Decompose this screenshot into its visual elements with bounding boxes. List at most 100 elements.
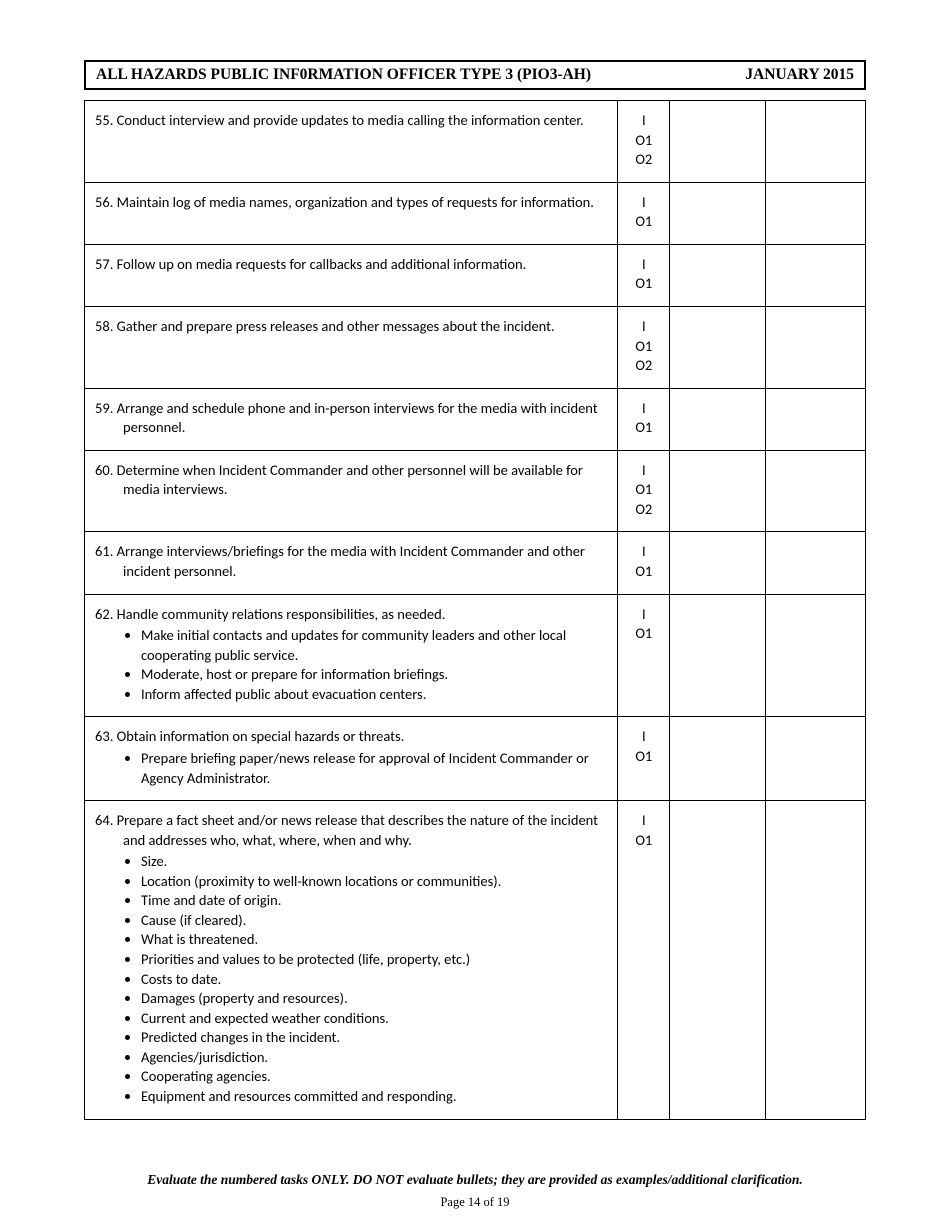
task-cell: 62. Handle community relations responsib…	[85, 594, 618, 717]
code-value: O2	[635, 150, 652, 168]
task-bullet: What is threatened.	[141, 930, 607, 950]
task-text: 60. Determine when Incident Commander an…	[95, 461, 607, 500]
code-cell: IO1O2	[618, 101, 670, 183]
task-bullet: Inform affected public about evacuation …	[141, 685, 607, 705]
code-value: I	[642, 317, 646, 335]
date-cell	[766, 244, 866, 306]
task-text: 57. Follow up on media requests for call…	[95, 255, 607, 275]
table-row: 63. Obtain information on special hazard…	[85, 717, 866, 801]
task-bullet: Priorities and values to be protected (l…	[141, 950, 607, 970]
evaluator-cell	[670, 244, 766, 306]
task-bullets: Make initial contacts and updates for co…	[141, 626, 607, 704]
header-title: ALL HAZARDS PUBLIC INF0RMATION OFFICER T…	[96, 66, 591, 84]
task-bullet: Costs to date.	[141, 970, 607, 990]
task-bullets: Prepare briefing paper/news release for …	[141, 749, 607, 788]
task-text: 59. Arrange and schedule phone and in-pe…	[95, 399, 607, 438]
date-cell	[766, 182, 866, 244]
code-cell: IO1	[618, 388, 670, 450]
task-table: 55. Conduct interview and provide update…	[84, 100, 866, 1120]
code-value: I	[642, 727, 646, 745]
date-cell	[766, 450, 866, 532]
table-row: 56. Maintain log of media names, organiz…	[85, 182, 866, 244]
task-bullet: Current and expected weather conditions.	[141, 1009, 607, 1029]
code-cell: IO1	[618, 182, 670, 244]
task-cell: 63. Obtain information on special hazard…	[85, 717, 618, 801]
code-cell: IO1 O2	[618, 450, 670, 532]
code-value: O1	[635, 747, 652, 765]
task-bullets: Size.Location (proximity to well-known l…	[141, 852, 607, 1106]
task-text: 64. Prepare a fact sheet and/or news rel…	[95, 811, 607, 850]
evaluator-cell	[670, 532, 766, 594]
task-cell: 61. Arrange interviews/briefings for the…	[85, 532, 618, 594]
evaluator-cell	[670, 450, 766, 532]
task-text: 58. Gather and prepare press releases an…	[95, 317, 607, 337]
task-cell: 56. Maintain log of media names, organiz…	[85, 182, 618, 244]
task-cell: 57. Follow up on media requests for call…	[85, 244, 618, 306]
task-cell: 64. Prepare a fact sheet and/or news rel…	[85, 801, 618, 1119]
code-value: O1	[635, 624, 652, 642]
code-value: O1	[635, 562, 652, 580]
code-value: O1	[635, 337, 652, 355]
evaluator-cell	[670, 717, 766, 801]
table-row: 62. Handle community relations responsib…	[85, 594, 866, 717]
task-bullet: Prepare briefing paper/news release for …	[141, 749, 607, 788]
code-value: O1	[635, 480, 652, 498]
date-cell	[766, 306, 866, 388]
footer-note: Evaluate the numbered tasks ONLY. DO NOT…	[0, 1172, 950, 1188]
task-text: 61. Arrange interviews/briefings for the…	[95, 542, 607, 581]
task-bullet: Agencies/jurisdiction.	[141, 1048, 607, 1068]
code-value: O1	[635, 831, 652, 849]
date-cell	[766, 717, 866, 801]
code-value: O1	[635, 418, 652, 436]
evaluator-cell	[670, 101, 766, 183]
code-value: I	[642, 399, 646, 417]
task-bullet: Damages (property and resources).	[141, 989, 607, 1009]
date-cell	[766, 801, 866, 1119]
code-cell: I O1	[618, 801, 670, 1119]
task-bullet: Predicted changes in the incident.	[141, 1028, 607, 1048]
date-cell	[766, 388, 866, 450]
task-text: 63. Obtain information on special hazard…	[95, 727, 607, 747]
header-date: JANUARY 2015	[745, 66, 854, 84]
code-value: O2	[635, 500, 652, 518]
code-value: I	[642, 255, 646, 273]
code-cell: IO1	[618, 594, 670, 717]
task-bullet: Make initial contacts and updates for co…	[141, 626, 607, 665]
date-cell	[766, 532, 866, 594]
code-value: I	[642, 605, 646, 623]
table-row: 55. Conduct interview and provide update…	[85, 101, 866, 183]
evaluator-cell	[670, 801, 766, 1119]
task-bullet: Equipment and resources committed and re…	[141, 1087, 607, 1107]
table-row: 64. Prepare a fact sheet and/or news rel…	[85, 801, 866, 1119]
evaluator-cell	[670, 306, 766, 388]
task-text: 56. Maintain log of media names, organiz…	[95, 193, 607, 213]
evaluator-cell	[670, 594, 766, 717]
task-bullet: Time and date of origin.	[141, 891, 607, 911]
code-cell: IO1	[618, 244, 670, 306]
code-cell: I O1	[618, 532, 670, 594]
table-row: 59. Arrange and schedule phone and in-pe…	[85, 388, 866, 450]
table-row: 57. Follow up on media requests for call…	[85, 244, 866, 306]
table-row: 58. Gather and prepare press releases an…	[85, 306, 866, 388]
code-value: O1	[635, 212, 652, 230]
code-value: I	[642, 811, 646, 829]
task-bullet: Cooperating agencies.	[141, 1067, 607, 1087]
task-bullet: Moderate, host or prepare for informatio…	[141, 665, 607, 685]
task-cell: 60. Determine when Incident Commander an…	[85, 450, 618, 532]
code-value: I	[642, 193, 646, 211]
page-number: Page 14 of 19	[0, 1195, 950, 1210]
code-value: I	[642, 461, 646, 479]
task-bullet: Size.	[141, 852, 607, 872]
code-value: I	[642, 111, 646, 129]
task-bullet: Location (proximity to well-known locati…	[141, 872, 607, 892]
code-value: O1	[635, 274, 652, 292]
header-bar: ALL HAZARDS PUBLIC INF0RMATION OFFICER T…	[84, 60, 866, 90]
task-cell: 58. Gather and prepare press releases an…	[85, 306, 618, 388]
code-value: I	[642, 542, 646, 560]
date-cell	[766, 101, 866, 183]
task-cell: 59. Arrange and schedule phone and in-pe…	[85, 388, 618, 450]
code-cell: IO1O2	[618, 306, 670, 388]
table-row: 61. Arrange interviews/briefings for the…	[85, 532, 866, 594]
code-cell: I O1	[618, 717, 670, 801]
table-row: 60. Determine when Incident Commander an…	[85, 450, 866, 532]
